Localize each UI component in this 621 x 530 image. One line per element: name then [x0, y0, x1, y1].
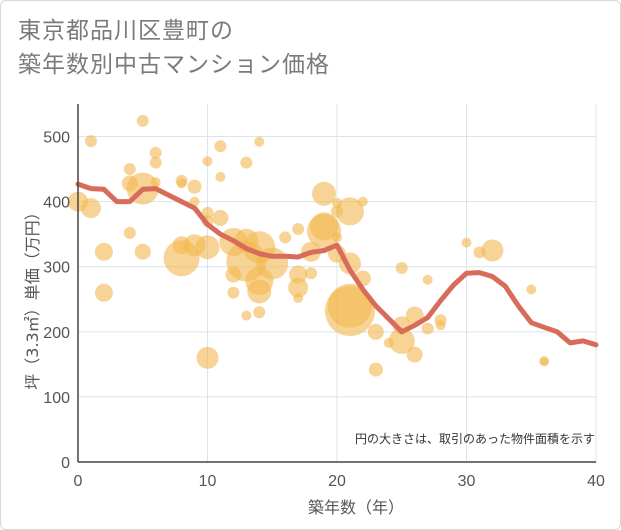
bubble — [421, 322, 434, 335]
x-tick-label: 0 — [74, 473, 83, 490]
bubble — [241, 310, 252, 321]
bubble — [312, 181, 337, 206]
title-line-2: 築年数別中古マンション価格 — [18, 52, 330, 78]
y-axis-title: 坪（3.3㎡）単価（万円） — [23, 204, 42, 389]
bubble — [332, 232, 342, 243]
bubble — [212, 209, 229, 226]
bubble — [395, 262, 408, 275]
bubble — [540, 357, 549, 366]
bubble — [247, 279, 272, 304]
bubble — [292, 222, 305, 235]
bubble — [123, 226, 136, 239]
bubble — [136, 114, 149, 127]
bubble — [435, 320, 446, 331]
bubble — [406, 346, 423, 363]
x-tick-label: 10 — [199, 473, 217, 490]
bubble — [253, 306, 266, 319]
bubble — [288, 277, 309, 298]
x-tick-label: 30 — [458, 473, 476, 490]
y-tick-label: 100 — [43, 390, 70, 407]
bubble — [94, 283, 113, 302]
bubble — [195, 235, 220, 260]
bubble — [202, 156, 213, 167]
bubble — [279, 231, 292, 244]
bubble — [335, 197, 364, 226]
bubble — [461, 237, 472, 248]
bubble — [80, 198, 101, 219]
bubble — [134, 243, 151, 260]
bubble — [324, 285, 375, 336]
y-tick-label: 500 — [43, 130, 70, 147]
bubble — [84, 135, 97, 148]
y-tick-label: 400 — [43, 195, 70, 212]
bubble — [368, 362, 383, 377]
y-tick-label: 0 — [61, 455, 70, 472]
bubble — [254, 136, 265, 147]
bubble — [187, 179, 202, 194]
bubble — [481, 239, 504, 262]
bubble — [307, 213, 342, 248]
size-note: 円の大きさは、取引のあった物件面積を示す — [355, 431, 595, 446]
bubble — [293, 292, 304, 303]
bubble — [214, 140, 227, 153]
bubble — [215, 171, 226, 182]
bubble — [367, 323, 384, 340]
y-tick-label: 300 — [43, 260, 70, 277]
bubble — [388, 327, 415, 354]
bubble — [176, 178, 187, 189]
bubble — [94, 242, 113, 261]
bubble — [526, 284, 537, 295]
axes — [77, 104, 596, 463]
y-tick-labels: 0 100 200 300 400 500 — [43, 130, 70, 472]
bubble — [150, 177, 161, 188]
y-tick-label: 200 — [43, 325, 70, 342]
bubbles-layer — [68, 114, 550, 377]
bubble — [149, 146, 162, 159]
bubble — [227, 286, 240, 299]
bubble — [149, 156, 162, 169]
bubble — [240, 156, 253, 169]
bubble — [305, 267, 318, 280]
x-axis-title: 築年数（年） — [308, 498, 404, 517]
x-tick-label: 40 — [587, 473, 605, 490]
bubble — [422, 274, 433, 285]
bubble — [123, 163, 136, 176]
title-line-1: 東京都品川区豊町の — [18, 18, 234, 44]
bubble — [196, 346, 219, 369]
trend-line — [75, 181, 599, 348]
x-tick-labels: 0 10 20 30 40 — [74, 473, 605, 490]
chart-title: 東京都品川区豊町の 築年数別中古マンション価格 — [18, 14, 330, 82]
x-tick-label: 20 — [328, 473, 346, 490]
bubble — [357, 196, 368, 207]
bubble — [201, 206, 214, 219]
